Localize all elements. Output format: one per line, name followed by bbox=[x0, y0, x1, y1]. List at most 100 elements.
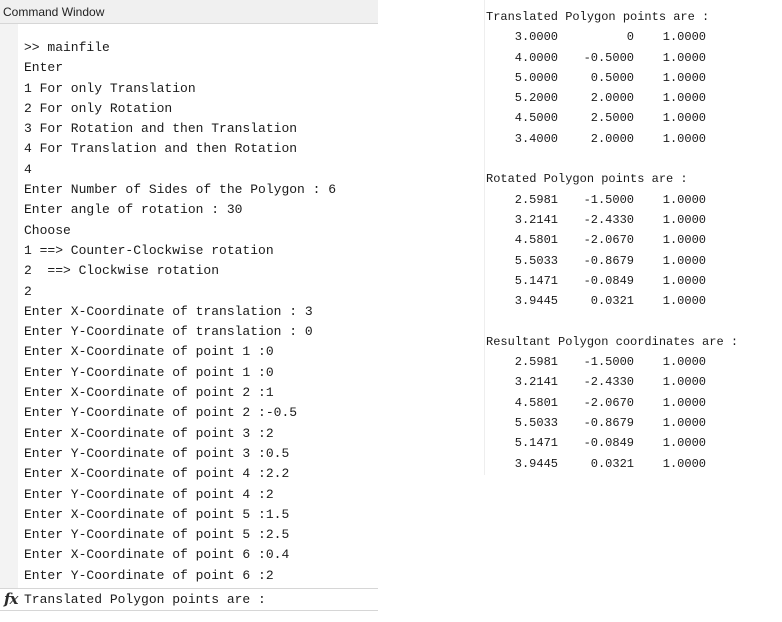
history-line: Enter bbox=[24, 60, 64, 76]
section-heading: Rotated Polygon points are : bbox=[486, 172, 688, 187]
matrix-cell: 1.0000 bbox=[662, 273, 706, 288]
matrix-cell: -2.0670 bbox=[583, 395, 634, 410]
command-window-title: Command Window bbox=[3, 5, 105, 19]
matrix-cell: 3.2141 bbox=[514, 212, 558, 227]
matrix-cell: 1.0000 bbox=[662, 111, 706, 126]
matrix-row: 3.4000 2.0000 1.0000 bbox=[486, 129, 738, 149]
matrix-cell: -0.5000 bbox=[583, 50, 634, 65]
output-panel: Translated Polygon points are : 3.0000 0… bbox=[484, 0, 782, 475]
matrix-cell: 5.1471 bbox=[514, 436, 558, 451]
matrix-cell: 1.0000 bbox=[662, 70, 706, 85]
matrix-cell: 0.0321 bbox=[590, 456, 634, 471]
matrix-cell: -0.0849 bbox=[583, 273, 634, 288]
matrix-cell: 1.0000 bbox=[662, 415, 706, 430]
matrix-row: 5.5033 -0.8679 1.0000 bbox=[486, 251, 738, 271]
matrix-row: 4.5000 2.5000 1.0000 bbox=[486, 108, 738, 128]
matrix-cell: -0.8679 bbox=[583, 415, 634, 430]
history-line: Enter X-Coordinate of point 4 :2.2 bbox=[24, 466, 290, 482]
matrix-cell: 1.0000 bbox=[662, 131, 706, 146]
history-line: Enter X-Coordinate of point 1 :0 bbox=[24, 344, 274, 360]
command-prompt-row[interactable]: fx Translated Polygon points are : bbox=[0, 588, 378, 610]
matrix-cell: 5.5033 bbox=[514, 253, 558, 268]
matrix-cell: 0.5000 bbox=[590, 70, 634, 85]
matrix-row: 5.1471 -0.0849 1.0000 bbox=[486, 433, 738, 453]
output-body: Translated Polygon points are : 3.0000 0… bbox=[486, 7, 738, 474]
matrix-cell: 1.0000 bbox=[662, 395, 706, 410]
command-input[interactable]: Translated Polygon points are : bbox=[24, 592, 266, 607]
matrix-row: 3.2141 -2.4330 1.0000 bbox=[486, 372, 738, 392]
divider bbox=[0, 610, 378, 611]
matrix-row: 3.2141 -2.4330 1.0000 bbox=[486, 210, 738, 230]
matrix-cell: 1.0000 bbox=[662, 294, 706, 309]
matrix-cell: -2.0670 bbox=[583, 233, 634, 248]
matrix-cell: -2.4330 bbox=[583, 212, 634, 227]
history-line: 3 For Rotation and then Translation bbox=[24, 121, 298, 137]
matrix-cell: 0 bbox=[626, 30, 634, 45]
history-line: Enter X-Coordinate of point 6 :0.4 bbox=[24, 547, 290, 563]
matrix-row: 5.0000 0.5000 1.0000 bbox=[486, 68, 738, 88]
matrix-cell: 2.0000 bbox=[590, 91, 634, 106]
matrix-row: 3.0000 0 1.0000 bbox=[486, 27, 738, 47]
matrix-cell: 3.9445 bbox=[514, 456, 558, 471]
history-line: Choose bbox=[24, 222, 71, 238]
matrix-cell: 1.0000 bbox=[662, 436, 706, 451]
matrix-row: 4.5801 -2.0670 1.0000 bbox=[486, 393, 738, 413]
matrix-cell: 1.0000 bbox=[662, 456, 706, 471]
section-heading: Resultant Polygon coordinates are : bbox=[486, 334, 739, 349]
matrix-cell: 1.0000 bbox=[662, 91, 706, 106]
history-line: Enter X-Coordinate of translation : 3 bbox=[24, 303, 313, 319]
history-line: Enter Y-Coordinate of point 1 :0 bbox=[24, 364, 274, 380]
matrix-row: 4.0000 -0.5000 1.0000 bbox=[486, 48, 738, 68]
matrix-row: 5.5033 -0.8679 1.0000 bbox=[486, 413, 738, 433]
history-line: Enter X-Coordinate of point 2 :1 bbox=[24, 385, 274, 401]
history-line: Enter Y-Coordinate of point 2 :-0.5 bbox=[24, 405, 298, 421]
matrix-cell: 5.0000 bbox=[514, 70, 558, 85]
matrix-cell: 4.5801 bbox=[514, 233, 558, 248]
matrix-cell: 2.5000 bbox=[590, 111, 634, 126]
matrix-cell: 4.5000 bbox=[514, 111, 558, 126]
matrix-cell: -0.8679 bbox=[583, 253, 634, 268]
history-line: 2 For only Rotation bbox=[24, 100, 173, 116]
matrix-cell: 4.0000 bbox=[514, 50, 558, 65]
history-line: 2 bbox=[24, 283, 32, 299]
history-line: Enter Y-Coordinate of translation : 0 bbox=[24, 324, 313, 340]
matrix-cell: 1.0000 bbox=[662, 192, 706, 207]
matrix-cell: 1.0000 bbox=[662, 50, 706, 65]
history-line: Enter angle of rotation : 30 bbox=[24, 202, 243, 218]
matrix-cell: 3.4000 bbox=[514, 131, 558, 146]
command-window: Command Window >> mainfile Enter 1 For o… bbox=[0, 0, 378, 622]
matrix-cell: 5.5033 bbox=[514, 415, 558, 430]
command-window-gutter bbox=[0, 24, 18, 610]
matrix-cell: 2.5981 bbox=[514, 192, 558, 207]
matrix-cell: 5.1471 bbox=[514, 273, 558, 288]
matrix-row: 5.2000 2.0000 1.0000 bbox=[486, 88, 738, 108]
history-line: 4 bbox=[24, 161, 32, 177]
history-line: Enter Y-Coordinate of point 3 :0.5 bbox=[24, 445, 290, 461]
history-line: 2 ==> Clockwise rotation bbox=[24, 263, 220, 279]
matrix-cell: -1.5000 bbox=[583, 355, 634, 370]
matrix-cell: 4.5801 bbox=[514, 395, 558, 410]
matrix-cell: -2.4330 bbox=[583, 375, 634, 390]
matrix-cell: 1.0000 bbox=[662, 212, 706, 227]
history-line: >> mainfile bbox=[24, 40, 110, 55]
matrix-cell: 3.0000 bbox=[514, 30, 558, 45]
history-line: Enter X-Coordinate of point 3 :2 bbox=[24, 425, 274, 441]
section-heading: Translated Polygon points are : bbox=[486, 10, 710, 24]
matrix-cell: 1.0000 bbox=[662, 375, 706, 390]
command-history[interactable]: >> mainfile Enter 1 For only Translation… bbox=[24, 38, 336, 586]
matrix-row: 4.5801 -2.0670 1.0000 bbox=[486, 230, 738, 250]
matrix-cell: -1.5000 bbox=[583, 192, 634, 207]
matrix-row: 3.9445 0.0321 1.0000 bbox=[486, 291, 738, 311]
command-window-titlebar[interactable]: Command Window bbox=[0, 0, 378, 24]
fx-icon[interactable]: fx bbox=[4, 590, 18, 608]
matrix-row: 2.5981 -1.5000 1.0000 bbox=[486, 190, 738, 210]
history-line: 4 For Translation and then Rotation bbox=[24, 141, 298, 157]
matrix-cell: 3.2141 bbox=[514, 375, 558, 390]
matrix-cell: 5.2000 bbox=[514, 91, 558, 106]
matrix-cell: 1.0000 bbox=[662, 233, 706, 248]
matrix-cell: 1.0000 bbox=[662, 355, 706, 370]
blank-line bbox=[486, 311, 738, 331]
matrix-row: 3.9445 0.0321 1.0000 bbox=[486, 454, 738, 474]
matrix-cell: 2.0000 bbox=[590, 131, 634, 146]
matrix-cell: 0.0321 bbox=[590, 294, 634, 309]
